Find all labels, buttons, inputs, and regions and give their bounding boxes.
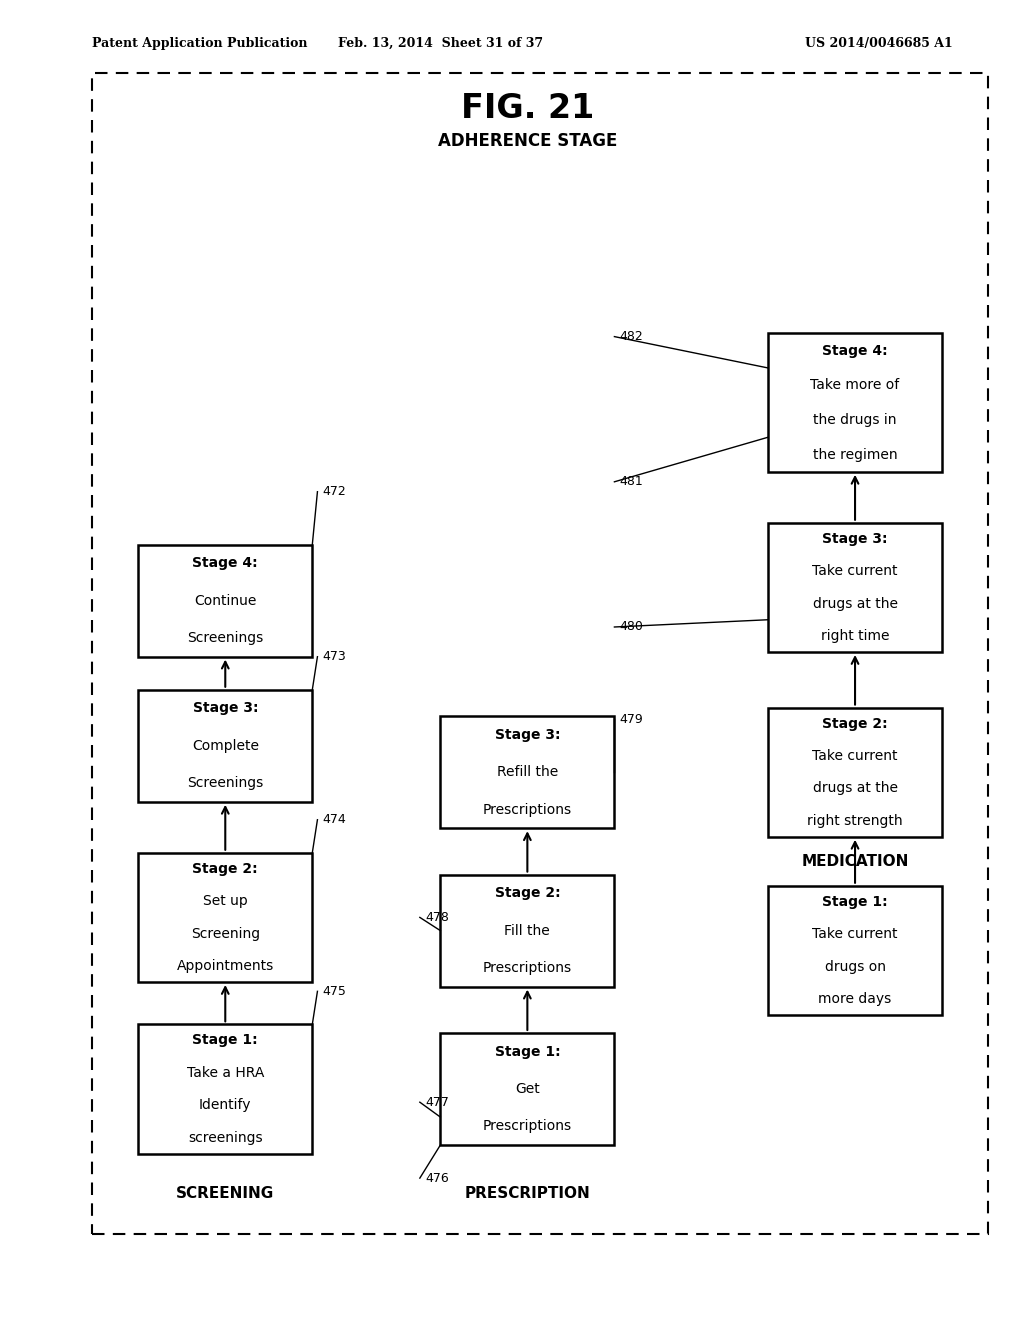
Text: Stage 4:: Stage 4: [193, 556, 258, 570]
Text: Stage 1:: Stage 1: [822, 895, 888, 909]
Text: Identify: Identify [199, 1098, 252, 1113]
Text: Prescriptions: Prescriptions [482, 803, 572, 817]
Text: Take current: Take current [812, 748, 898, 763]
Bar [440, 874, 614, 987]
Text: SCREENING: SCREENING [176, 1185, 274, 1201]
Text: the drugs in: the drugs in [813, 413, 897, 426]
Text: Continue: Continue [195, 594, 256, 607]
Text: Stage 3:: Stage 3: [495, 727, 560, 742]
Text: Patent Application Publication: Patent Application Publication [92, 37, 307, 50]
Text: Stage 2:: Stage 2: [822, 717, 888, 731]
Text: Appointments: Appointments [177, 958, 273, 973]
Bar [768, 334, 942, 473]
Text: Prescriptions: Prescriptions [482, 961, 572, 975]
Bar [138, 853, 312, 982]
Text: Feb. 13, 2014  Sheet 31 of 37: Feb. 13, 2014 Sheet 31 of 37 [338, 37, 543, 50]
Text: 476: 476 [425, 1172, 449, 1184]
Text: 475: 475 [323, 985, 346, 998]
Text: Take current: Take current [812, 927, 898, 941]
Text: 479: 479 [620, 713, 643, 726]
Text: Take a HRA: Take a HRA [186, 1065, 264, 1080]
Text: screenings: screenings [188, 1130, 262, 1144]
Bar [138, 544, 312, 656]
Text: drugs at the: drugs at the [812, 781, 898, 796]
Text: 482: 482 [620, 330, 643, 343]
Text: right strength: right strength [807, 813, 903, 828]
Text: Fill the: Fill the [505, 924, 550, 937]
Text: Stage 2:: Stage 2: [495, 886, 560, 900]
Text: 480: 480 [620, 620, 643, 634]
Text: Stage 1:: Stage 1: [495, 1044, 560, 1059]
Bar [138, 1024, 312, 1154]
Text: 477: 477 [425, 1096, 449, 1109]
Text: 472: 472 [323, 486, 346, 498]
Text: MEDICATION: MEDICATION [802, 854, 908, 869]
Text: Refill the: Refill the [497, 766, 558, 779]
Text: Take more of: Take more of [810, 379, 900, 392]
Bar [440, 1032, 614, 1146]
Text: Stage 4:: Stage 4: [822, 343, 888, 358]
Text: Stage 2:: Stage 2: [193, 862, 258, 876]
Text: drugs on: drugs on [824, 960, 886, 974]
Text: Complete: Complete [191, 739, 259, 752]
Text: ADHERENCE STAGE: ADHERENCE STAGE [437, 132, 617, 150]
Bar [92, 73, 988, 1234]
Text: 478: 478 [425, 911, 449, 924]
Text: more days: more days [818, 991, 892, 1006]
Text: Stage 1:: Stage 1: [193, 1034, 258, 1048]
Text: Set up: Set up [203, 894, 248, 908]
Text: Stage 3:: Stage 3: [193, 701, 258, 715]
Bar [138, 689, 312, 801]
Text: 473: 473 [323, 651, 346, 663]
Text: the regimen: the regimen [813, 447, 897, 462]
Text: Stage 3:: Stage 3: [822, 532, 888, 546]
Text: Get: Get [515, 1082, 540, 1096]
Text: Screening: Screening [190, 927, 260, 941]
Text: FIG. 21: FIG. 21 [461, 92, 594, 125]
Text: 474: 474 [323, 813, 346, 826]
Text: Screenings: Screenings [187, 631, 263, 645]
Text: Prescriptions: Prescriptions [482, 1119, 572, 1134]
Text: US 2014/0046685 A1: US 2014/0046685 A1 [805, 37, 952, 50]
Text: Screenings: Screenings [187, 776, 263, 791]
Text: drugs at the: drugs at the [812, 597, 898, 611]
Bar [768, 708, 942, 837]
Text: right time: right time [821, 628, 889, 643]
Text: Take current: Take current [812, 564, 898, 578]
Text: 481: 481 [620, 475, 643, 488]
Bar [768, 523, 942, 652]
Text: PRESCRIPTION: PRESCRIPTION [465, 1185, 590, 1201]
Bar [768, 886, 942, 1015]
Bar [440, 715, 614, 829]
